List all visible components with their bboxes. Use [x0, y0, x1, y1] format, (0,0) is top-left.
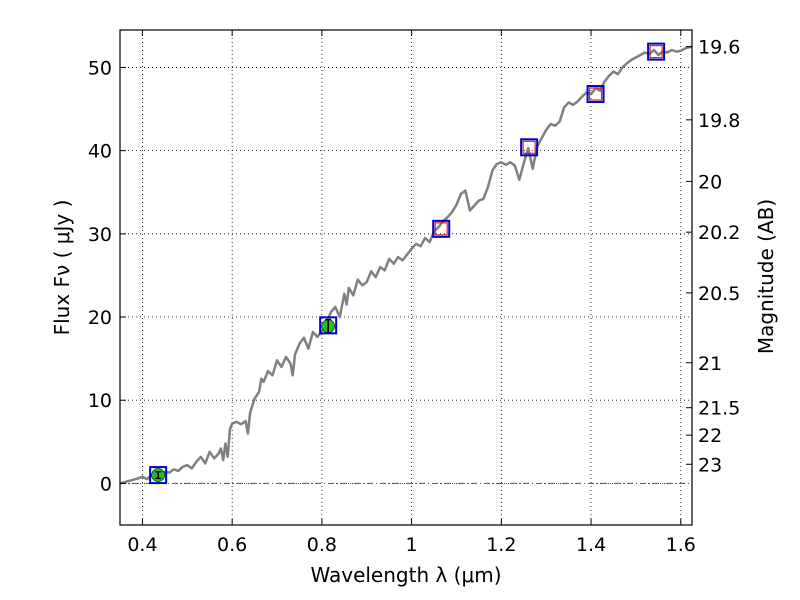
predicted-flux-point — [434, 222, 448, 236]
x-tick-label: 1.4 — [576, 534, 606, 556]
y-tick-label: 0 — [100, 473, 112, 495]
axis-ticks: 0.4 0.6 0.8 1 1.2 1.4 1.6 0 10 20 30 40 50 19.6 19.8 20… — [88, 30, 740, 556]
mag-tick-label: 21.5 — [698, 398, 740, 420]
model-photometry-point — [586, 85, 605, 104]
y2-axis-label: Magnitude (AB) — [754, 199, 778, 354]
spectrum-line — [120, 45, 692, 485]
y-tick-label: 40 — [88, 141, 112, 163]
x-tick-label: 1 — [406, 534, 418, 556]
y-tick-label: 50 — [88, 57, 112, 79]
model-photometry-point — [647, 42, 666, 61]
x-tick-label: 1.2 — [486, 534, 516, 556]
y-tick-label: 20 — [88, 307, 112, 329]
plot-frame — [119, 29, 693, 526]
mag-tick-label: 20 — [698, 171, 722, 193]
predicted-flux-point — [649, 45, 663, 59]
x-tick-label: 0.6 — [217, 534, 247, 556]
grid-lines — [120, 30, 692, 525]
model-photometry-point — [520, 138, 539, 157]
mag-tick-label: 20.5 — [698, 283, 740, 305]
mag-tick-label: 19.6 — [698, 37, 740, 59]
x-tick-label: 0.8 — [307, 534, 337, 556]
y-tick-label: 10 — [88, 390, 112, 412]
mag-tick-label: 23 — [698, 454, 722, 476]
predicted-flux-point — [588, 87, 603, 101]
y-axis-label: Flux Fν ( μJy ) — [50, 200, 74, 336]
mag-tick-label: 20.2 — [698, 222, 740, 244]
x-axis-label: Wavelength λ (μm) — [310, 563, 501, 587]
mag-tick-label: 21 — [698, 353, 722, 375]
mag-tick-label: 22 — [698, 425, 722, 447]
model-photometry-point — [432, 219, 451, 238]
model-photometry-point — [319, 316, 338, 335]
predicted-flux-point — [522, 140, 536, 154]
x-tick-label: 0.4 — [127, 534, 157, 556]
mag-tick-label: 19.8 — [698, 110, 740, 132]
x-tick-label: 1.6 — [666, 534, 696, 556]
model-photometry-point — [149, 466, 168, 485]
y-tick-label: 30 — [88, 224, 112, 246]
